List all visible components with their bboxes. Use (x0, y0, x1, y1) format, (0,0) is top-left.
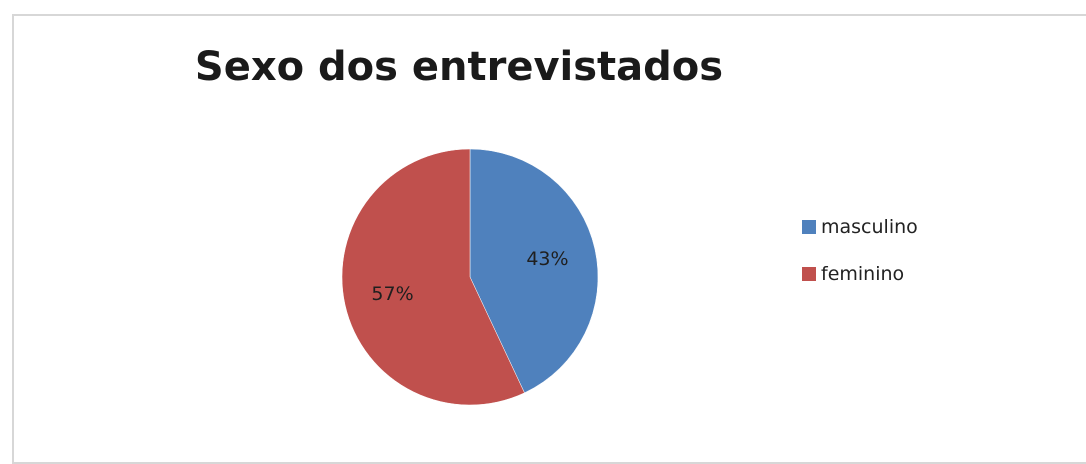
data-label-feminino: 57% (371, 283, 413, 305)
slices-layer (341, 148, 599, 406)
pie-chart: 43% 57% (341, 148, 599, 406)
legend-label-feminino: feminino (821, 263, 905, 285)
pie-slice-masculino (469, 148, 599, 394)
chart-title: Sexo dos entrevistados (194, 44, 724, 90)
pie-slice-feminino (341, 148, 525, 406)
legend-item-feminino: feminino (802, 261, 1002, 287)
data-label-masculino: 43% (526, 248, 568, 270)
legend-item-masculino: masculino (802, 214, 1002, 240)
legend-swatch-feminino (802, 267, 816, 281)
labels-layer: 43% 57% (371, 248, 568, 305)
legend: masculino feminino (802, 214, 1002, 308)
legend-label-masculino: masculino (821, 216, 918, 238)
legend-swatch-masculino (802, 220, 816, 234)
